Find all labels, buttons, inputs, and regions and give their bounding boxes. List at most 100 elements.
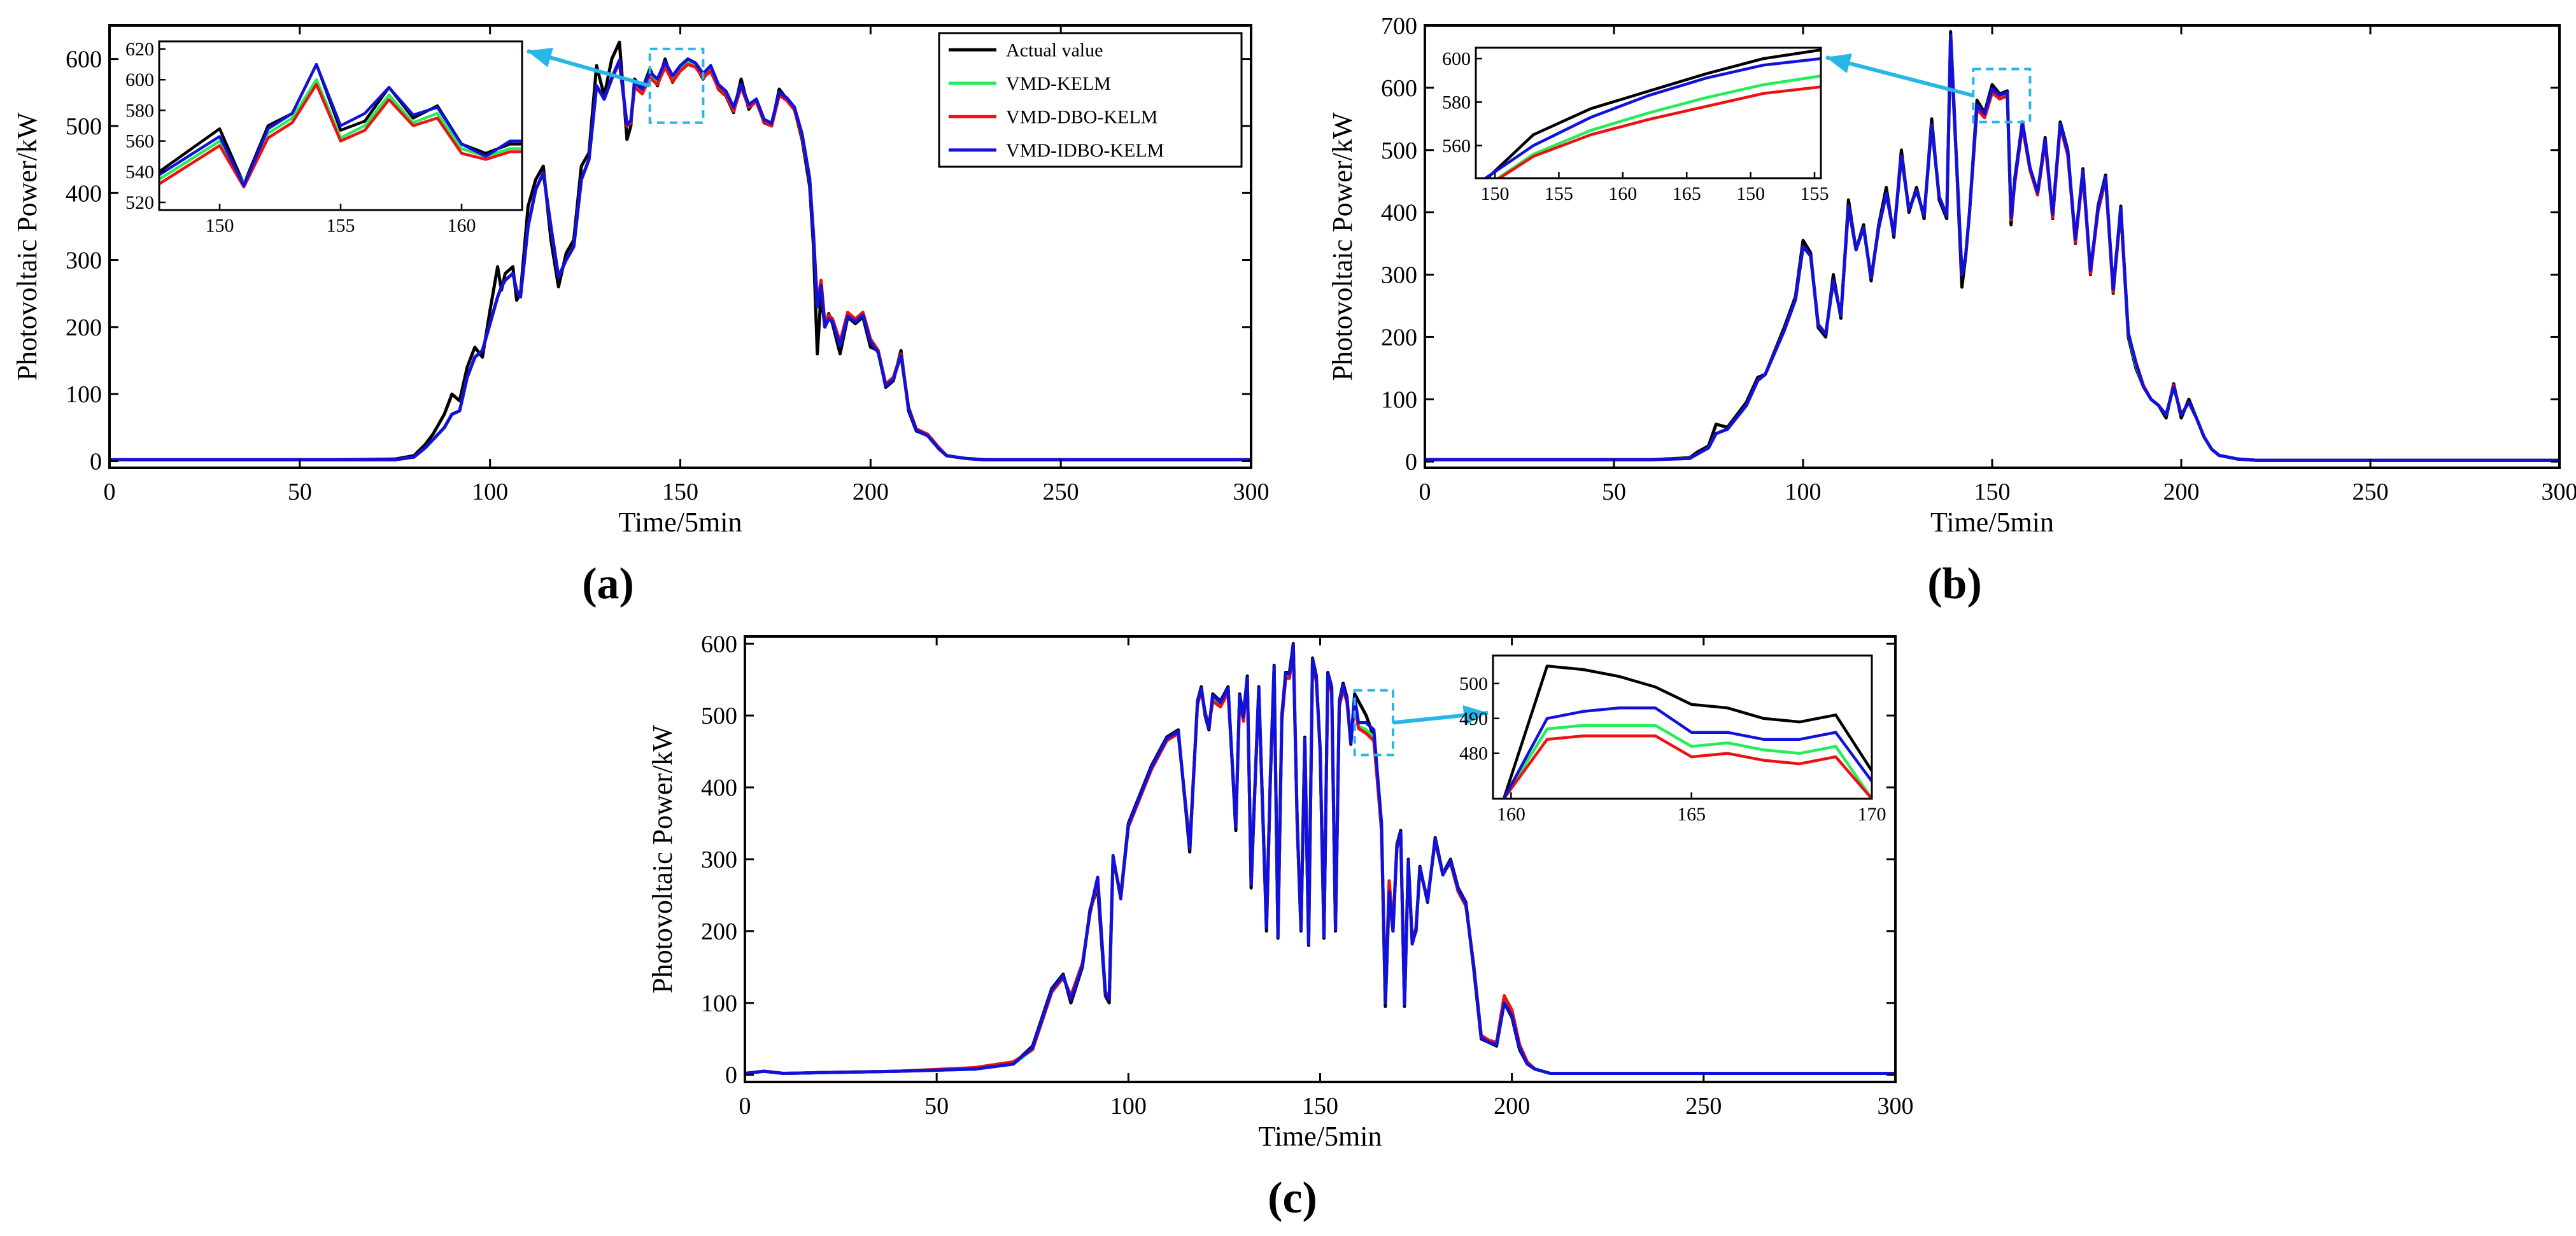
x-tick-label: 150 bbox=[1302, 1093, 1338, 1120]
series-group bbox=[745, 642, 1895, 1075]
zoom-source-box bbox=[648, 47, 705, 124]
y-tick-label: 700 bbox=[1381, 13, 1417, 39]
x-tick-label: 200 bbox=[2163, 479, 2200, 505]
y-tick-label: 100 bbox=[1381, 386, 1417, 413]
x-tick-label: 50 bbox=[1602, 479, 1626, 505]
x-tick-label: 200 bbox=[853, 479, 889, 505]
x-tick-label: 100 bbox=[472, 479, 508, 505]
inset-y-tick-label: 500 bbox=[1459, 673, 1488, 694]
x-tick-label: 250 bbox=[1685, 1093, 1722, 1120]
y-tick-label: 600 bbox=[66, 46, 102, 73]
panel-label: (b) bbox=[1927, 559, 1982, 608]
x-tick-label: 300 bbox=[2542, 479, 2576, 505]
series-line-vmd-idbo-kelm bbox=[1425, 33, 2559, 462]
panel-label: (c) bbox=[1268, 1174, 1317, 1223]
y-axis-label: Photovoltaic Power/kW bbox=[11, 112, 43, 381]
zoom-arrow-head bbox=[1462, 705, 1488, 726]
legend-label: VMD-KELM bbox=[1006, 73, 1111, 94]
x-tick-label: 200 bbox=[1494, 1093, 1530, 1120]
inset-y-tick-label: 580 bbox=[1442, 92, 1471, 113]
panel-a: 0 50 100 150 200 250 300 0 100 200 300 400 500 600 Tim… bbox=[11, 24, 1270, 608]
x-axis-label: Time/5min bbox=[1259, 1121, 1382, 1152]
inset-x-tick-label: 165 bbox=[1677, 804, 1706, 825]
zoom-arrow-head bbox=[527, 47, 553, 67]
y-tick-label: 300 bbox=[1381, 262, 1417, 289]
inset-line-vmd-idbo-kelm bbox=[159, 62, 522, 187]
inset-x-tick-label: 155 bbox=[327, 215, 355, 236]
y-tick-label: 0 bbox=[90, 448, 102, 475]
inset-y-tick-label: 580 bbox=[125, 100, 154, 121]
inset-x-tick-label: 160 bbox=[1608, 183, 1637, 204]
inset-line-actual bbox=[1485, 48, 1821, 178]
y-tick-label: 300 bbox=[701, 846, 737, 873]
inset-line-vmd-dbo-kelm bbox=[159, 83, 522, 189]
y-tick-label: 400 bbox=[66, 180, 102, 207]
inset-plot: 150 155 160 165 150 155 560 580 600 bbox=[1442, 46, 1829, 204]
y-tick-label: 0 bbox=[1405, 449, 1417, 475]
series-line-vmd-idbo-kelm bbox=[745, 643, 1895, 1075]
inset-y-tick-label: 490 bbox=[1459, 708, 1488, 729]
panel-b: 0 50 100 150 200 250 300 0 100 200 300 400 500 600 700… bbox=[1327, 13, 2576, 608]
inset-x-tick-label: 160 bbox=[448, 215, 476, 236]
inset-x-tick-label: 155 bbox=[1801, 183, 1829, 204]
inset-y-tick-label: 600 bbox=[125, 69, 154, 90]
y-tick-label: 500 bbox=[1381, 137, 1417, 164]
inset-line-vmd-dbo-kelm bbox=[1503, 734, 1872, 799]
x-tick-label: 0 bbox=[739, 1093, 751, 1120]
zoom-arrow bbox=[1825, 55, 1974, 98]
inset-line-vmd-dbo-kelm bbox=[1496, 85, 1821, 178]
legend: Actual value VMD-KELM VMD-DBO-KELM VMD-IDBO… bbox=[938, 32, 1243, 168]
inset-series-group bbox=[1483, 48, 1821, 178]
y-tick-label: 200 bbox=[701, 918, 737, 945]
y-tick-label: 600 bbox=[1381, 75, 1417, 102]
inset-y-tick-label: 560 bbox=[1442, 136, 1471, 157]
y-tick-label: 400 bbox=[701, 775, 737, 801]
inset-x-tick-label: 150 bbox=[206, 215, 234, 236]
inset-x-tick-label: 150 bbox=[1736, 183, 1765, 204]
y-tick-label: 100 bbox=[66, 381, 102, 408]
x-tick-label: 300 bbox=[1878, 1093, 1914, 1120]
inset-x-tick-label: 150 bbox=[1481, 183, 1510, 204]
inset-y-tick-label: 620 bbox=[125, 39, 154, 60]
x-tick-label: 50 bbox=[924, 1093, 949, 1120]
inset-y-tick-label: 600 bbox=[1442, 48, 1471, 69]
x-tick-label: 250 bbox=[2353, 479, 2389, 505]
x-tick-label: 250 bbox=[1043, 479, 1079, 505]
y-tick-label: 300 bbox=[66, 248, 102, 274]
legend-box bbox=[938, 32, 1243, 168]
legend-label: VMD-DBO-KELM bbox=[1006, 106, 1157, 127]
inset-y-tick-label: 480 bbox=[1459, 743, 1488, 764]
x-tick-label: 50 bbox=[288, 479, 312, 505]
inset-frame bbox=[1492, 654, 1873, 800]
inset-plot: 150 155 160 520 540 560 580 600 620 bbox=[125, 39, 523, 236]
x-tick-label: 300 bbox=[1233, 479, 1270, 505]
x-tick-label: 150 bbox=[1974, 479, 2011, 505]
series-line-vmd-idbo-kelm bbox=[110, 57, 1251, 461]
y-tick-label: 100 bbox=[701, 990, 737, 1017]
legend-label: Actual value bbox=[1006, 39, 1103, 60]
inset-x-tick-label: 170 bbox=[1858, 804, 1886, 825]
y-tick-label: 0 bbox=[725, 1062, 737, 1089]
inset-series-group bbox=[159, 62, 522, 189]
y-tick-label: 200 bbox=[1381, 324, 1417, 351]
y-tick-label: 200 bbox=[66, 314, 102, 341]
panel-label: (a) bbox=[582, 559, 634, 608]
x-tick-label: 100 bbox=[1110, 1093, 1147, 1120]
x-tick-label: 150 bbox=[662, 479, 698, 505]
inset-line-vmd-kelm bbox=[1496, 74, 1821, 178]
y-tick-label: 500 bbox=[66, 113, 102, 140]
x-axis-label: Time/5min bbox=[1930, 507, 2054, 538]
inset-frame bbox=[1475, 46, 1822, 179]
inset-line-vmd-idbo-kelm bbox=[1503, 706, 1872, 799]
inset-line-actual bbox=[1502, 664, 1872, 799]
x-tick-label: 0 bbox=[104, 479, 116, 505]
inset-x-tick-label: 160 bbox=[1497, 804, 1525, 825]
inset-plot: 160 165 170 480 490 500 bbox=[1459, 654, 1886, 825]
y-tick-label: 600 bbox=[701, 631, 737, 657]
inset-y-tick-label: 520 bbox=[125, 192, 154, 213]
x-tick-label: 0 bbox=[1419, 479, 1431, 505]
inset-x-tick-label: 165 bbox=[1673, 183, 1701, 204]
inset-line-vmd-idbo-kelm bbox=[1483, 57, 1821, 178]
series-group bbox=[1425, 30, 2559, 462]
